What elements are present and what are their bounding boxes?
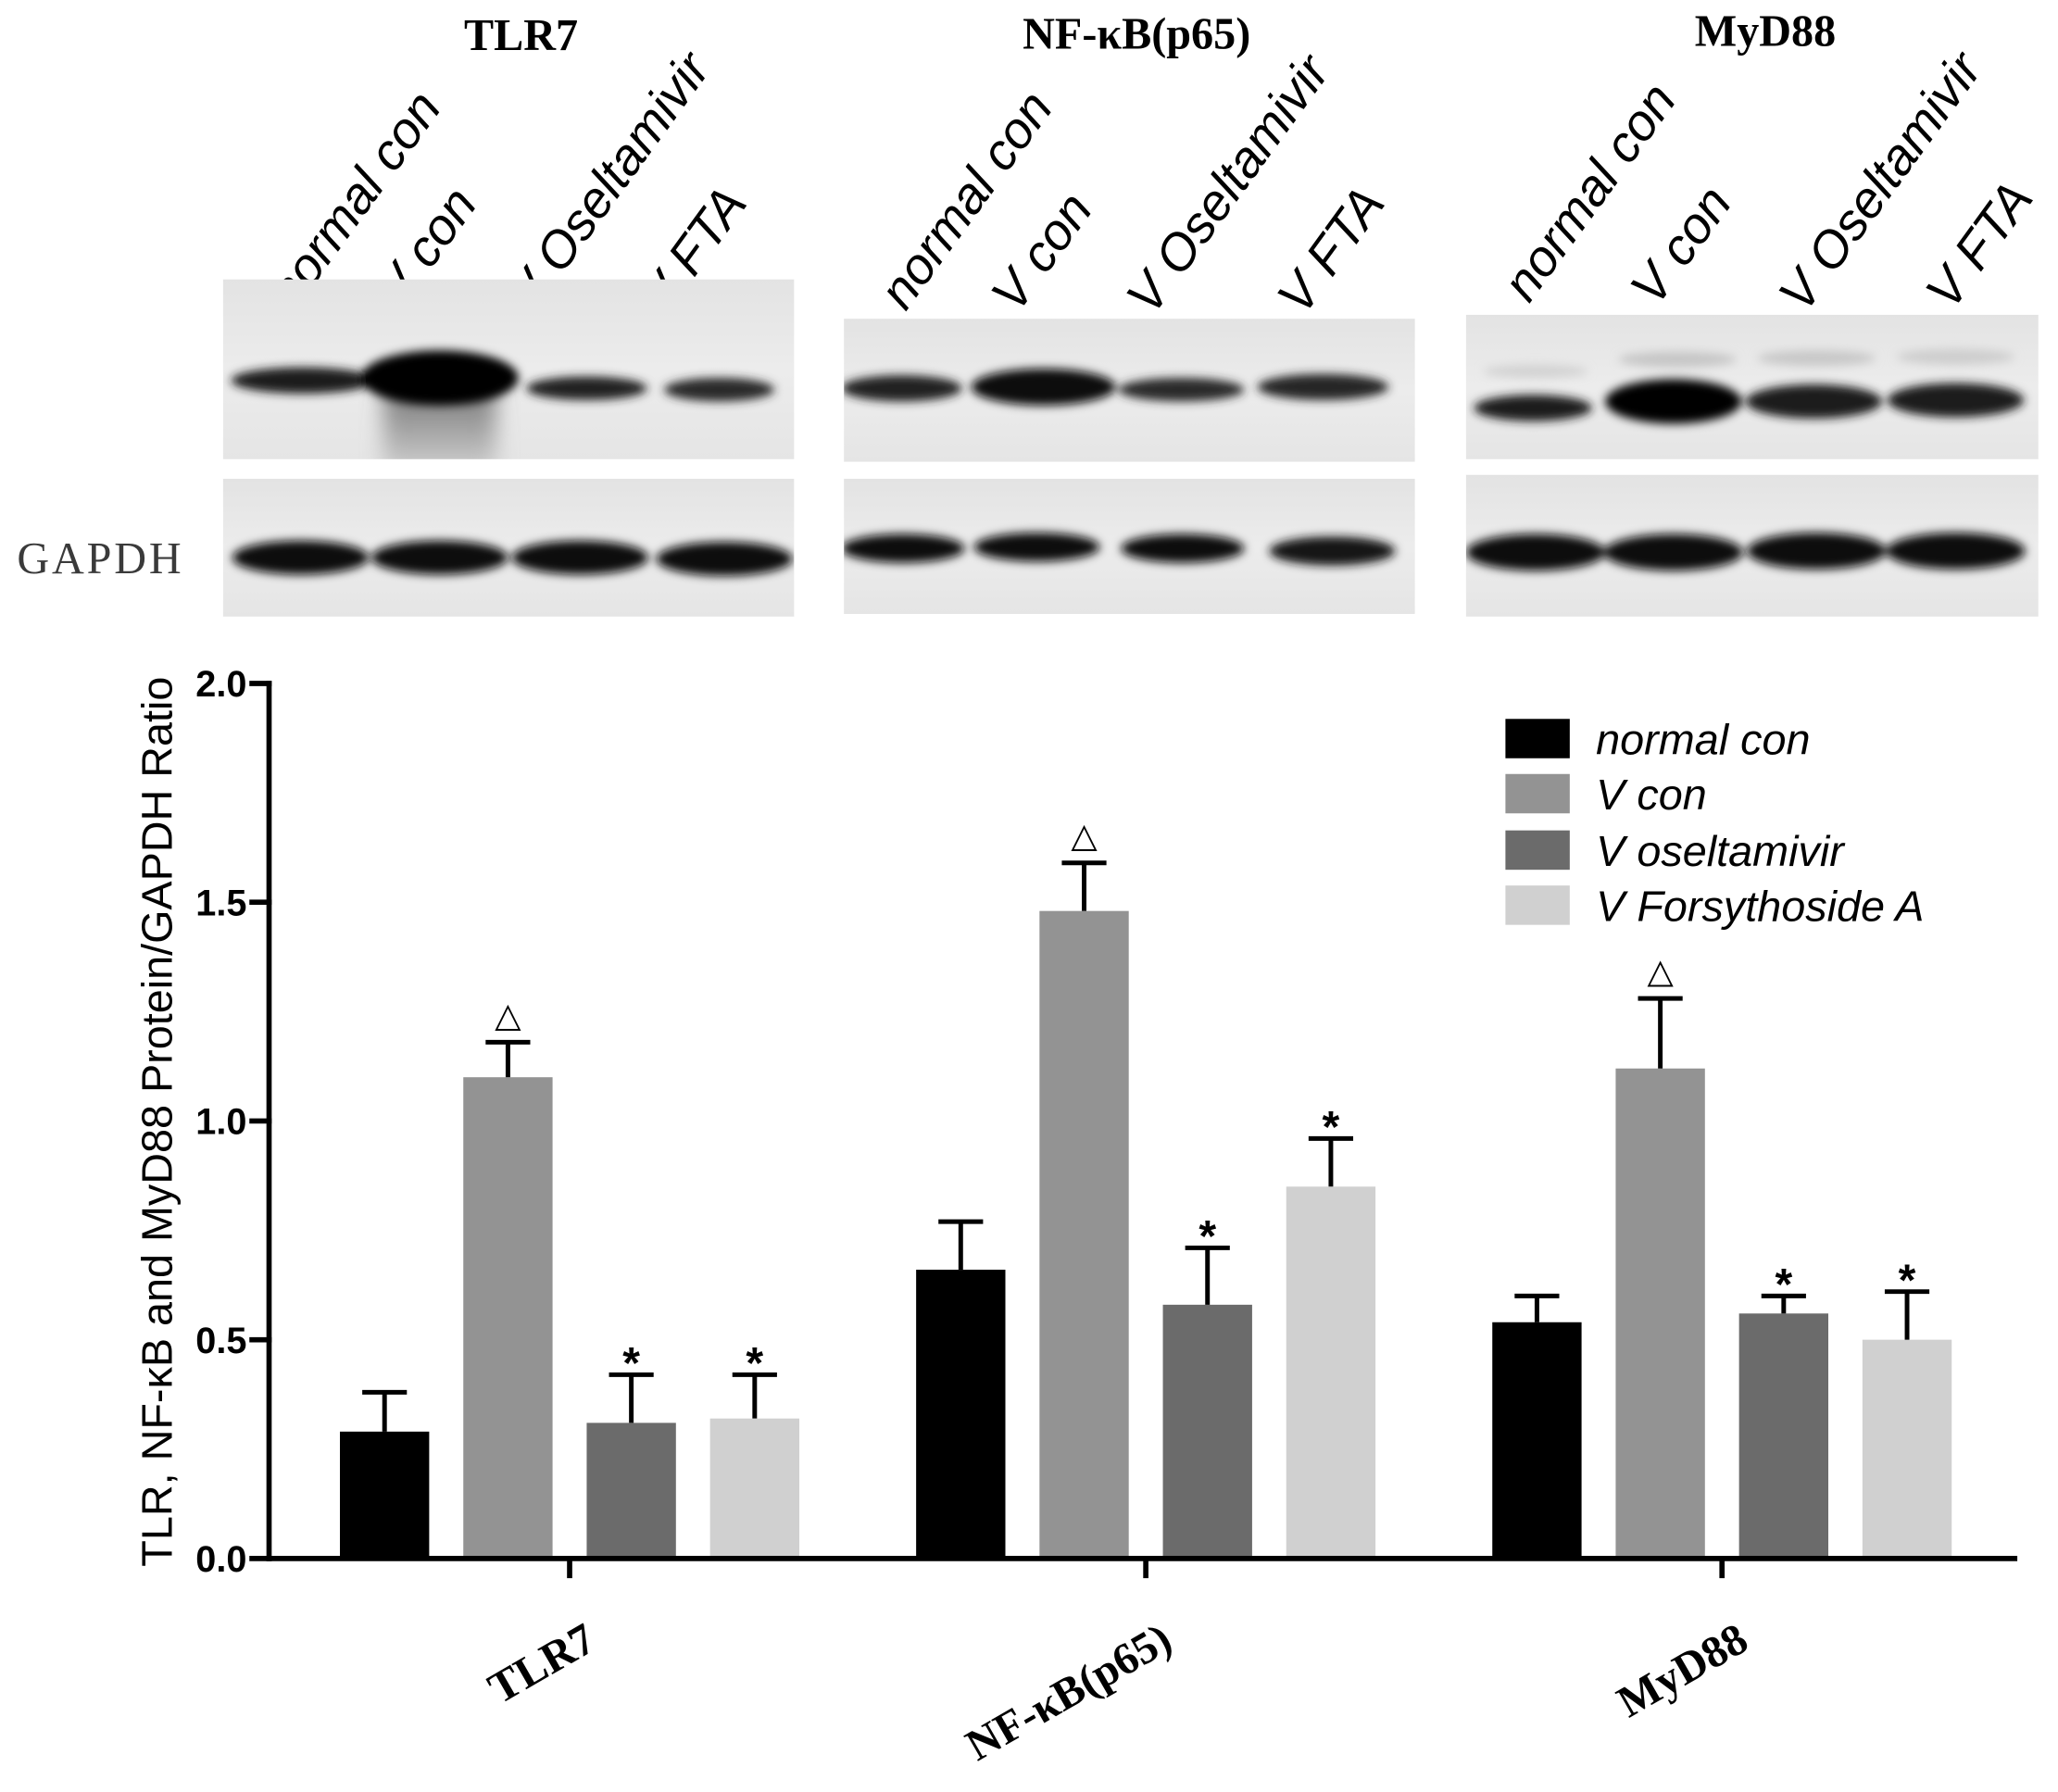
nf-kb-band-group: [844, 369, 1389, 406]
bar-tlr7-normal-con: [340, 1431, 430, 1559]
legend-swatch-v-con: [1505, 773, 1570, 814]
significance-marker-myd88-v-con: △: [1647, 951, 1674, 991]
bar-myd88-v-oseltamivir: [1738, 1313, 1829, 1559]
tlr7-band-lane-1: [231, 367, 376, 394]
blot-title-nf-kb: NF-κB(p65): [1023, 9, 1250, 58]
y-tick-label: 2.0: [195, 664, 246, 705]
tlr7-target-bands: [231, 350, 775, 459]
legend-label-v-forsythoside-a: V Forsythoside A: [1596, 882, 1924, 930]
nf-kb-target-bands: [844, 369, 1389, 406]
bar-nf-b-p65-v-oseltamivir: [1162, 1304, 1252, 1559]
nf-kb-gapdh-bands: [844, 533, 1396, 566]
tlr7-gapdh-bands: [232, 540, 793, 576]
legend-swatch-v-forsythoside-a: [1505, 885, 1570, 925]
myd88-faint-band-lane-4: [1896, 348, 2015, 365]
myd88-gapdh-band-lane-2: [1603, 533, 1743, 571]
bar-tlr7-v-con: [463, 1077, 553, 1559]
bar-myd88-normal-con: [1492, 1322, 1582, 1559]
significance-marker-tlr7-v-forsythoside-a: *: [746, 1339, 763, 1389]
nf-kb-band-lane-1: [844, 375, 962, 402]
nf-kb-gapdh-band-lane-4: [1269, 536, 1396, 566]
nf-kb-gapdh-band-group: [844, 533, 1396, 566]
nf-kb-gapdh-band-lane-1: [844, 533, 965, 563]
legend-label-v-con: V con: [1596, 771, 1707, 819]
legend: normal con V con V oseltamivir V Forsyth…: [1505, 716, 1924, 930]
nf-kb-gapdh-band-lane-3: [1121, 533, 1245, 563]
y-tick-label: 1.0: [195, 1102, 246, 1143]
myd88-band-lane-4: [1887, 382, 2025, 418]
y-tick-label: 1.5: [195, 883, 246, 923]
legend-label-v-oseltamivir: V oseltamivir: [1596, 827, 1846, 875]
bar-nf-b-p65-v-con: [1039, 910, 1129, 1559]
y-tick-label: 0.0: [195, 1539, 246, 1580]
nf-kb-band-lane-2: [971, 369, 1116, 406]
tlr7-gapdh-band-lane-1: [232, 540, 370, 575]
myd88-gapdh-band-lane-4: [1886, 533, 2026, 570]
bar-myd88-v-con: [1615, 1068, 1705, 1559]
y-tick-label: 0.5: [195, 1321, 246, 1361]
myd88-gapdh-bands: [1465, 533, 2026, 571]
legend-label-normal-con: normal con: [1596, 716, 1810, 764]
chart-plot-area: △* *TLR7△**NF-κB(p65)△* *MyD880.00.51.01.5…: [195, 664, 2018, 1771]
gapdh-row-label: GAPDH: [17, 534, 183, 583]
tlr7-band-lane-4: [664, 377, 775, 402]
tlr7-band-group: [231, 350, 775, 406]
y-axis-title: TLR, NF-κB and MyD88 Protein/GAPDH Ratio: [133, 677, 182, 1567]
tlr7-gapdh-band-group: [232, 540, 793, 576]
significance-marker-nf-b-p65-v-forsythoside-a: *: [1323, 1103, 1340, 1153]
significance-marker-tlr7-v-oseltamivir: *: [622, 1339, 640, 1389]
bar-nf-b-p65-v-forsythoside-a: [1286, 1186, 1376, 1559]
tlr7-gapdh-band-lane-3: [511, 540, 649, 575]
blot-title-myd88: MyD88: [1695, 7, 1836, 56]
nf-kb-gapdh-band-lane-2: [973, 533, 1100, 562]
significance-marker-nf-b-p65-v-oseltamivir: *: [1198, 1212, 1216, 1262]
myd88-faint-band-group: [1483, 348, 2015, 378]
bar-chart: TLR, NF-κB and MyD88 Protein/GAPDH Ratio…: [133, 664, 2018, 1771]
significance-marker-nf-b-p65-v-con: △: [1071, 816, 1098, 856]
myd88-target-bands: [1474, 348, 2025, 424]
bar-nf-b-p65-normal-con: [916, 1270, 1006, 1559]
myd88-band-lane-2: [1605, 379, 1742, 424]
nf-kb-band-lane-4: [1257, 373, 1389, 401]
significance-marker-myd88-v-forsythoside-a: *: [1899, 1256, 1916, 1306]
myd88-band-group: [1474, 379, 2025, 424]
tlr7-band-lane-2: [360, 350, 519, 406]
myd88-gapdh-band-lane-1: [1465, 533, 1606, 571]
myd88-gapdh-band-group: [1465, 533, 2026, 571]
myd88-band-lane-1: [1474, 395, 1592, 421]
myd88-faint-band-lane-2: [1618, 351, 1737, 368]
myd88-gapdh-band-lane-3: [1747, 533, 1887, 570]
bar-tlr7-v-oseltamivir: [586, 1422, 676, 1559]
myd88-band-lane-3: [1745, 384, 1883, 419]
myd88-faint-band-lane-1: [1483, 364, 1588, 378]
legend-swatch-v-oseltamivir: [1505, 830, 1570, 871]
bar-myd88-v-forsythoside-a: [1862, 1339, 1952, 1559]
nf-kb-band-lane-3: [1118, 377, 1245, 402]
tlr7-gapdh-band-lane-2: [371, 540, 508, 575]
significance-marker-tlr7-v-con: △: [495, 995, 521, 1034]
significance-marker-myd88-v-oseltamivir: *: [1775, 1260, 1792, 1310]
myd88-faint-band-lane-3: [1757, 350, 1876, 367]
bar-tlr7-v-forsythoside-a: [709, 1418, 800, 1559]
tlr7-gapdh-band-lane-4: [656, 542, 793, 576]
blot-title-tlr7: TLR7: [464, 11, 578, 60]
tlr7-band-lane-3: [526, 376, 647, 401]
legend-swatch-normal-con: [1505, 719, 1570, 758]
